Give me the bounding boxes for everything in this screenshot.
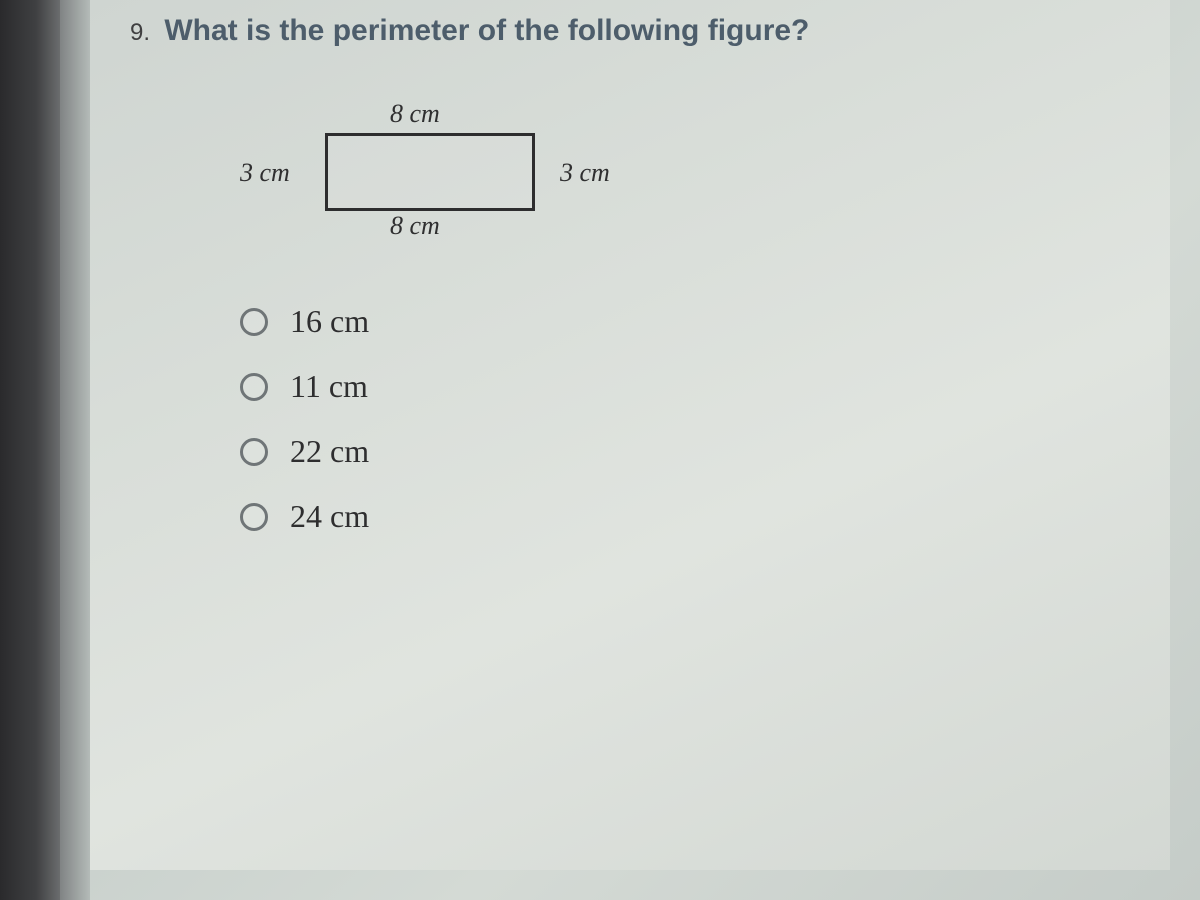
question-line: 9. What is the perimeter of the followin… — [130, 14, 1130, 48]
option-label: 24 cm — [290, 498, 369, 535]
worksheet-area: 9. What is the perimeter of the followin… — [90, 0, 1170, 870]
dim-top: 8 cm — [390, 99, 440, 129]
screen-bezel-inner — [60, 0, 90, 900]
option-a[interactable]: 16 cm — [240, 303, 1130, 340]
figure-rectangle: 8 cm 8 cm 3 cm 3 cm — [240, 103, 660, 253]
dim-right: 3 cm — [560, 158, 610, 188]
radio-icon — [240, 373, 268, 401]
option-d[interactable]: 24 cm — [240, 498, 1130, 535]
answer-options: 16 cm 11 cm 22 cm 24 cm — [240, 303, 1130, 535]
option-label: 22 cm — [290, 433, 369, 470]
option-label: 16 cm — [290, 303, 369, 340]
radio-icon — [240, 503, 268, 531]
option-c[interactable]: 22 cm — [240, 433, 1130, 470]
dim-bottom: 8 cm — [390, 211, 440, 241]
rectangle-shape — [325, 133, 535, 211]
question-number: 9. — [130, 19, 150, 46]
radio-icon — [240, 308, 268, 336]
dim-left: 3 cm — [240, 158, 290, 188]
option-label: 11 cm — [290, 368, 368, 405]
option-b[interactable]: 11 cm — [240, 368, 1130, 405]
screen-bezel-left — [0, 0, 60, 900]
radio-icon — [240, 438, 268, 466]
question-text: What is the perimeter of the following f… — [164, 14, 809, 47]
